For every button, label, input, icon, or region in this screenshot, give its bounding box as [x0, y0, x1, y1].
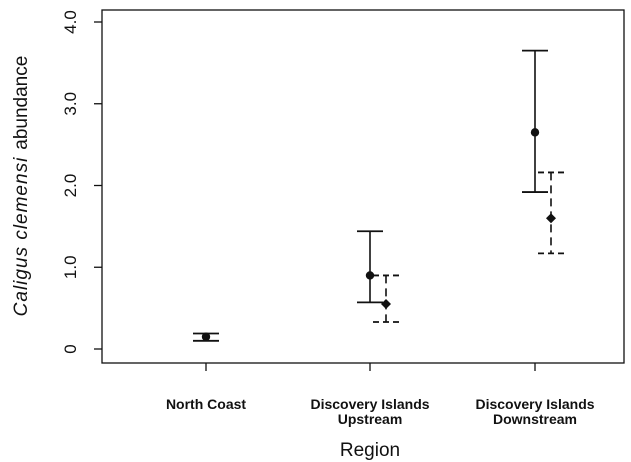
x-axis-title: Region: [340, 440, 400, 461]
error-bar-s1-c1: [373, 274, 399, 323]
series-layer: [193, 49, 564, 342]
error-bar-s0-c2: [522, 49, 548, 193]
y-tick-label-1: 1.0: [61, 255, 80, 279]
error-bar-s0-c1: [357, 230, 383, 304]
y-axis-title-italic: Caligus clemensi: [11, 157, 32, 317]
error-bar-s1-c2: [538, 171, 564, 255]
y-tick-label-2: 2.0: [61, 174, 80, 198]
x-tick-label-2-1: Downstream: [493, 411, 577, 427]
data-point-circle: [201, 332, 211, 341]
y-axis-title: Caligus clemensi abundance: [11, 56, 32, 317]
y-tick-label-3: 3.0: [61, 92, 80, 116]
y-axis: 0 1.0 2.0 3.0 4.0: [61, 10, 102, 354]
data-point-circle: [530, 128, 540, 137]
plot-frame: [101, 9, 625, 364]
y-tick-label-0: 0: [61, 344, 80, 353]
data-point-diamond: [381, 299, 391, 310]
x-tick-label-0-0: North Coast: [166, 396, 246, 412]
data-point-diamond: [546, 213, 556, 224]
y-axis-title-plain: abundance: [11, 56, 32, 150]
x-tick-label-1-1: Upstream: [338, 411, 403, 427]
error-bar-s0-c0: [193, 332, 219, 342]
data-point-circle: [365, 271, 375, 280]
x-tick-label-1-0: Discovery Islands: [310, 396, 429, 412]
y-tick-label-4: 4.0: [61, 10, 80, 34]
x-tick-label-2-0: Discovery Islands: [475, 396, 594, 412]
x-axis: North Coast Discovery IslandsUpstreamDisc…: [166, 363, 595, 427]
